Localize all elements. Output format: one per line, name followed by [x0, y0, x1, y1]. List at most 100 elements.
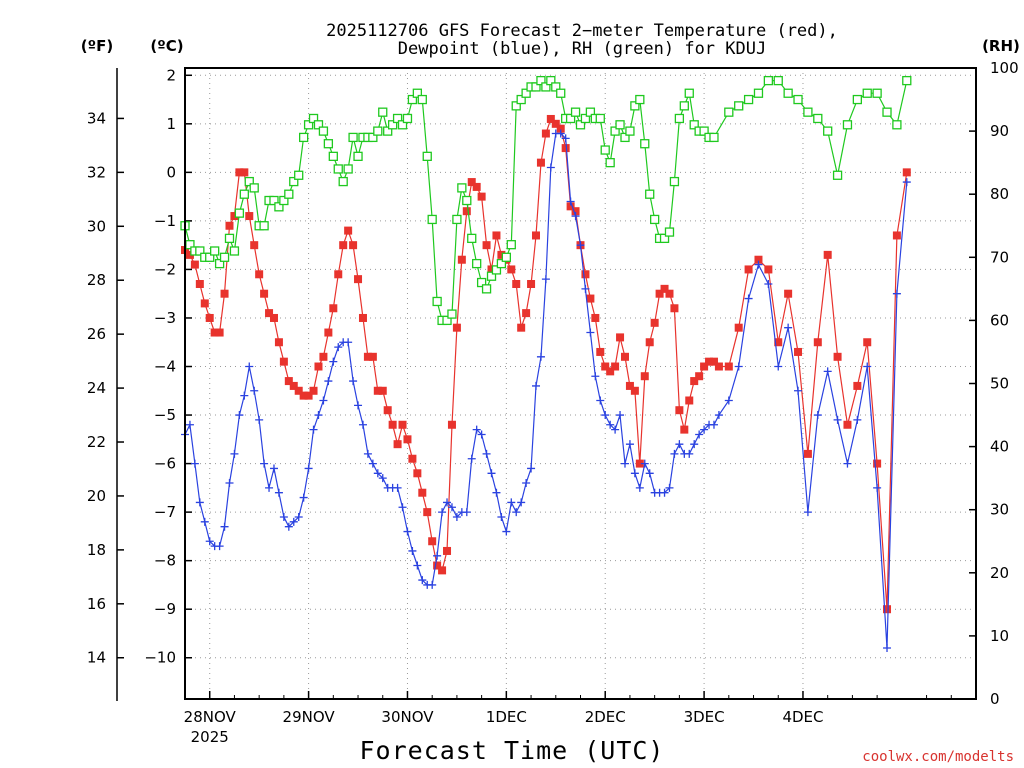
rh-point	[511, 101, 521, 111]
rh-point	[308, 113, 319, 124]
temperature-point	[571, 207, 580, 216]
dewpoint-point	[784, 323, 793, 332]
dewpoint-point	[833, 415, 842, 424]
fahrenheit-tick-label: 30	[87, 217, 106, 235]
rh-point	[472, 258, 482, 269]
fahrenheit-tick-label: 32	[87, 163, 106, 181]
rh-point	[882, 107, 892, 117]
dewpoint-point	[813, 411, 822, 420]
temperature-point	[536, 158, 545, 167]
rh-point	[852, 94, 862, 105]
rh-point	[679, 101, 689, 111]
dewpoint-point	[398, 503, 407, 512]
temperature-point	[443, 546, 452, 555]
temperature-point	[299, 391, 308, 400]
temperature-point	[675, 406, 684, 415]
dewpoint-point	[601, 411, 610, 420]
rh-point	[531, 82, 541, 92]
temperature-point	[645, 338, 654, 347]
rh-point	[284, 189, 294, 199]
celsius-tick-label: −8	[154, 552, 176, 570]
rh-point	[333, 164, 343, 174]
temperature-point	[240, 168, 249, 177]
rh-point	[274, 202, 284, 212]
temperature-point	[764, 265, 773, 274]
temperature-point	[329, 304, 338, 313]
rh-point	[412, 88, 423, 98]
rh-point	[575, 120, 586, 130]
rh-point	[294, 170, 304, 180]
fahrenheit-tick-label: 16	[87, 595, 106, 613]
rh-point	[645, 189, 655, 199]
rh-point	[734, 101, 744, 111]
dewpoint-point	[645, 469, 654, 478]
chart-title-line2: Dewpoint (blue), RH (green) for KDUJ	[398, 39, 766, 59]
dewpoint-point	[640, 459, 649, 468]
dewpoint-point	[334, 343, 343, 352]
dewpoint-point	[447, 503, 456, 512]
temperature-point	[269, 313, 278, 322]
rh-point	[298, 132, 309, 143]
rh-point	[902, 75, 912, 86]
temperature-point	[373, 386, 382, 395]
temperature-point	[655, 289, 664, 298]
plot-frame	[184, 67, 977, 700]
celsius-tick-label: −5	[154, 406, 176, 424]
temperature-point	[566, 202, 575, 211]
dewpoint-point	[265, 483, 274, 492]
x-tick-label: 30NOV	[381, 708, 434, 726]
rh-tick-label: 80	[990, 185, 1009, 203]
dewpoint-point	[665, 483, 674, 492]
dewpoint-point	[230, 449, 239, 458]
temperature-point	[250, 241, 259, 250]
rh-point	[279, 195, 289, 206]
rh-point	[259, 221, 269, 231]
fahrenheit-tick-label: 18	[87, 541, 106, 559]
temperature-point	[363, 352, 372, 361]
dewpoint-point	[873, 483, 882, 492]
dewpoint-point	[843, 459, 852, 468]
dewpoint-point	[690, 440, 699, 449]
dewpoint-point	[522, 479, 531, 488]
temperature-point	[586, 294, 595, 303]
dewpoint-point	[358, 420, 367, 429]
dewpoint-point	[314, 411, 323, 420]
celsius-tick-label: −6	[154, 455, 176, 473]
rh-tick-label: 100	[990, 59, 1019, 77]
rh-point	[486, 271, 497, 281]
rh-point	[689, 120, 699, 130]
temperature-point	[517, 323, 526, 332]
rh-tick-label: 30	[990, 501, 1009, 519]
series-layer	[180, 75, 912, 653]
dewpoint-point	[724, 396, 733, 405]
temperature-point	[853, 381, 862, 390]
dewpoint-point	[546, 163, 555, 172]
dewpoint-point	[240, 391, 249, 400]
rh-point	[724, 107, 734, 117]
rh-point	[793, 94, 803, 105]
dewpoint-point	[349, 377, 358, 386]
temperature-point	[611, 362, 620, 371]
temperature-point	[813, 338, 822, 347]
temperature-point	[616, 333, 625, 342]
dewpoint-point	[363, 449, 372, 458]
temperature-point	[581, 270, 590, 279]
rh-point	[763, 75, 774, 86]
rh-point	[328, 151, 338, 161]
rh-point	[462, 195, 472, 206]
rh-point	[442, 315, 452, 326]
dewpoint-point	[670, 449, 679, 458]
rh-point	[476, 277, 487, 288]
temperature-point	[452, 323, 461, 332]
temperature-point	[902, 168, 911, 177]
celsius-tick-label: 0	[166, 163, 176, 181]
celsius-tick-label: −10	[144, 649, 176, 667]
dewpoint-point	[591, 372, 600, 381]
celsius-tick-label: 1	[166, 115, 176, 133]
rh-tick-label: 40	[990, 438, 1009, 456]
dewpoint-point	[245, 362, 254, 371]
rh-point	[387, 120, 398, 130]
temperature-point	[462, 207, 471, 216]
dewpoint-point	[635, 483, 644, 492]
temperature-point	[690, 377, 699, 386]
